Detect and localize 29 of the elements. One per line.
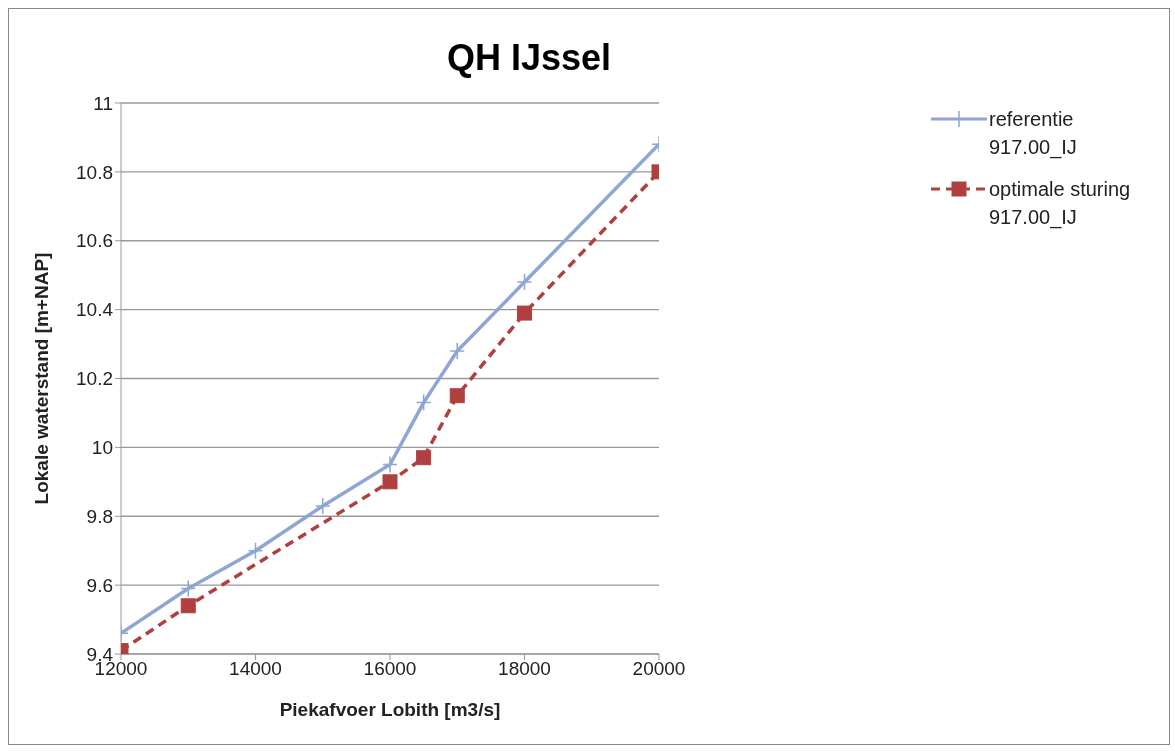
y-tick-label: 10 xyxy=(91,437,113,459)
point xyxy=(180,598,196,614)
point xyxy=(415,393,432,412)
point xyxy=(517,305,532,321)
point xyxy=(382,455,398,474)
legend-label: referentie 917.00_IJ xyxy=(989,107,1078,161)
point xyxy=(449,342,465,360)
y-tick-label: 9.6 xyxy=(86,574,113,596)
point xyxy=(416,450,432,466)
point xyxy=(516,273,533,291)
point xyxy=(382,474,398,490)
point xyxy=(180,579,196,598)
y-tick-label: 9.8 xyxy=(86,505,113,527)
x-tick-label: 20000 xyxy=(632,658,686,680)
x-tick-label: 14000 xyxy=(229,658,282,680)
point xyxy=(247,541,264,560)
y-tick-label: 10.4 xyxy=(76,299,114,321)
y-tick-label: 10.8 xyxy=(76,161,113,183)
y-axis-title: Lokale waterstand [m+NAP] xyxy=(30,252,52,505)
y-tick-label: 10.6 xyxy=(76,230,113,252)
x-axis-title: Piekafvoer Lobith [m3/s] xyxy=(279,699,501,720)
point xyxy=(315,497,331,515)
legend-label: optimale sturing 917.00_IJ xyxy=(989,177,1132,231)
x-tick-label: 18000 xyxy=(498,658,551,680)
point xyxy=(449,388,465,404)
y-tick-label: 11 xyxy=(93,92,113,114)
x-tick-label: 16000 xyxy=(363,658,417,680)
chart-title: QH IJssel xyxy=(445,37,613,79)
y-tick-label: 10.2 xyxy=(76,368,113,390)
